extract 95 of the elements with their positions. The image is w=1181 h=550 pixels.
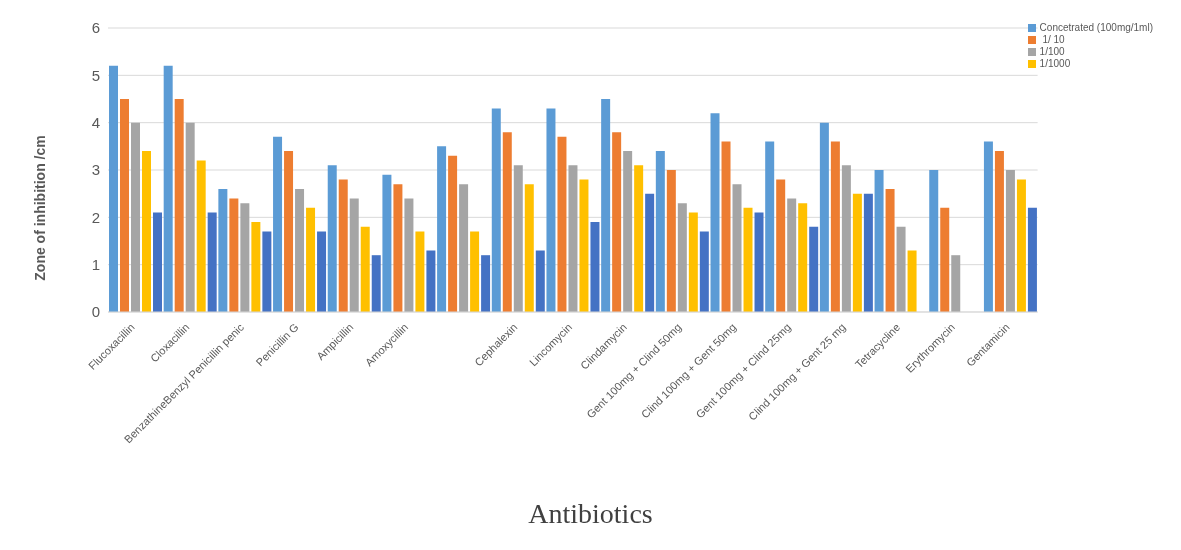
bar bbox=[426, 250, 436, 312]
bar bbox=[459, 184, 469, 312]
bar bbox=[874, 170, 884, 312]
bar bbox=[776, 179, 786, 312]
bar bbox=[109, 65, 118, 312]
bar bbox=[994, 151, 1004, 312]
bar bbox=[688, 212, 698, 312]
bar bbox=[251, 222, 261, 312]
bar bbox=[1016, 179, 1026, 312]
y-tick-label: 2 bbox=[91, 208, 100, 226]
bar bbox=[634, 165, 644, 312]
bar bbox=[153, 212, 162, 312]
bar bbox=[317, 231, 327, 312]
legend-label: 1/ 10 bbox=[1041, 34, 1065, 45]
bar bbox=[951, 255, 961, 312]
y-tick-label: 4 bbox=[91, 113, 100, 131]
bar bbox=[852, 193, 862, 312]
bar bbox=[710, 113, 720, 312]
bar bbox=[1027, 207, 1037, 312]
bar bbox=[590, 222, 600, 312]
bar bbox=[732, 184, 742, 312]
bar bbox=[284, 151, 294, 312]
bar bbox=[163, 65, 173, 312]
bar bbox=[404, 198, 414, 312]
bar bbox=[185, 122, 195, 312]
bar bbox=[940, 207, 950, 312]
bar bbox=[349, 198, 359, 312]
bar bbox=[382, 174, 392, 312]
bar bbox=[240, 203, 250, 312]
bar bbox=[699, 231, 709, 312]
bar bbox=[929, 170, 939, 312]
bar bbox=[546, 108, 556, 312]
bar bbox=[677, 203, 687, 312]
bar bbox=[568, 165, 578, 312]
bar bbox=[262, 231, 272, 312]
y-tick-label: 1 bbox=[91, 255, 100, 273]
x-axis-title: Antibiotics bbox=[527, 498, 654, 530]
bar bbox=[579, 179, 589, 312]
bar bbox=[765, 141, 775, 312]
bar bbox=[841, 165, 851, 312]
bar bbox=[798, 203, 808, 312]
bar bbox=[819, 122, 829, 312]
bar bbox=[338, 179, 348, 312]
bar bbox=[623, 151, 633, 312]
y-tick-label: 0 bbox=[91, 303, 100, 321]
bar bbox=[863, 193, 873, 312]
legend-label: Concetrated (100mg/1ml) bbox=[1039, 22, 1153, 33]
bar bbox=[1005, 170, 1015, 312]
bar bbox=[983, 141, 993, 312]
bar bbox=[481, 255, 491, 312]
bar bbox=[830, 141, 840, 312]
bar bbox=[306, 207, 316, 312]
bar bbox=[787, 198, 797, 312]
bar bbox=[491, 108, 501, 312]
bar bbox=[448, 155, 458, 312]
bar bbox=[327, 165, 337, 312]
bar bbox=[601, 99, 611, 312]
legend-label: 1/100 bbox=[1039, 46, 1065, 57]
bar bbox=[612, 132, 622, 312]
bar bbox=[645, 193, 655, 312]
bar bbox=[470, 231, 480, 312]
bar bbox=[885, 188, 895, 312]
bar bbox=[120, 99, 129, 312]
bar bbox=[557, 136, 567, 312]
bar bbox=[513, 165, 523, 312]
bar bbox=[207, 212, 217, 312]
y-tick-label: 6 bbox=[91, 19, 100, 37]
y-tick-label: 5 bbox=[91, 66, 100, 84]
bar bbox=[809, 226, 819, 312]
bar bbox=[273, 136, 283, 312]
bar bbox=[896, 226, 906, 312]
legend-label: 1/1000 bbox=[1039, 58, 1071, 69]
bar bbox=[142, 151, 151, 312]
bar bbox=[655, 151, 665, 312]
bar bbox=[907, 250, 917, 312]
bar bbox=[218, 188, 228, 312]
bar bbox=[371, 255, 381, 312]
bar bbox=[295, 188, 305, 312]
bar bbox=[743, 207, 753, 312]
bar bbox=[229, 198, 239, 312]
bar bbox=[131, 122, 140, 312]
bar bbox=[196, 160, 206, 312]
bar bbox=[393, 184, 403, 312]
bar bbox=[437, 146, 447, 312]
y-tick-label: 3 bbox=[91, 161, 100, 179]
bar bbox=[360, 226, 370, 312]
bar bbox=[666, 170, 676, 312]
bar bbox=[754, 212, 764, 312]
y-axis-title: Zone of inhibition /cm bbox=[32, 135, 48, 281]
bar bbox=[535, 250, 545, 312]
bar bbox=[721, 141, 731, 312]
bar bbox=[524, 184, 534, 312]
bar bbox=[174, 99, 184, 312]
bar bbox=[415, 231, 425, 312]
bar bbox=[502, 132, 512, 312]
